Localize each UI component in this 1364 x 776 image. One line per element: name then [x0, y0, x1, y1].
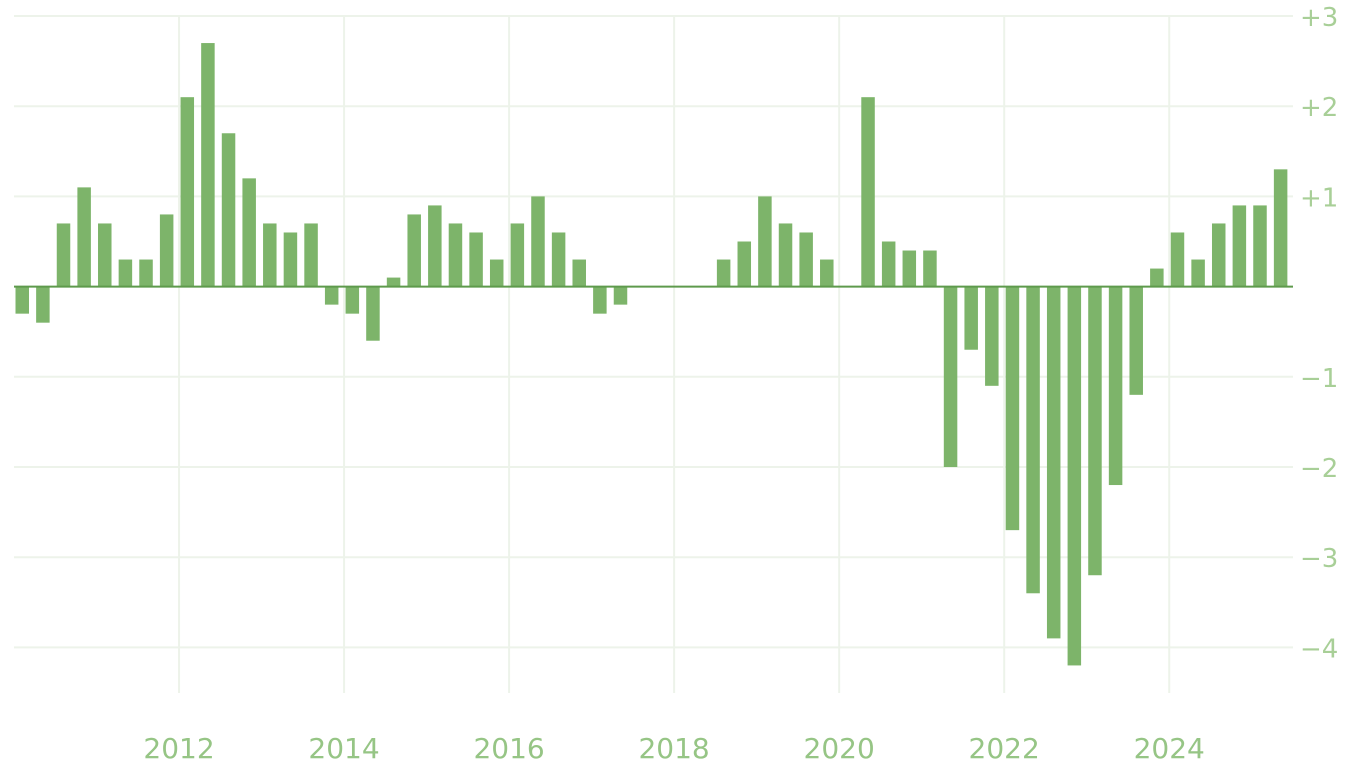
bar	[1046, 286, 1061, 639]
bar	[283, 232, 298, 287]
x-axis-tick-labels: 2012 2014 2016 2018 2020 2022 2024	[143, 732, 1204, 765]
bar	[1170, 232, 1185, 287]
bar	[407, 214, 421, 287]
y-axis-tick-labels: +3 +2 +1 −1 −2 −3 −4	[1300, 3, 1338, 664]
bar	[531, 196, 545, 287]
bar	[221, 133, 236, 287]
bar	[489, 259, 504, 287]
vertical-gridlines	[178, 16, 1171, 693]
y-tick-label: −3	[1300, 544, 1338, 574]
x-tick-label: 2014	[308, 732, 379, 765]
x-tick-label: 2012	[143, 732, 214, 765]
bar	[1232, 205, 1247, 287]
bar	[56, 223, 71, 287]
bar	[324, 286, 339, 305]
bar	[758, 196, 772, 287]
bar	[1150, 268, 1164, 287]
bar	[820, 259, 834, 287]
bar	[593, 286, 607, 314]
bar	[1211, 223, 1226, 287]
bar	[1191, 259, 1205, 287]
x-tick-label: 2018	[638, 732, 709, 765]
bar	[366, 286, 380, 341]
bar	[737, 241, 752, 287]
y-tick-label: −2	[1300, 454, 1338, 484]
bar	[551, 232, 566, 287]
bar	[1005, 286, 1020, 531]
y-tick-label: +3	[1300, 3, 1338, 33]
bar	[469, 232, 483, 287]
x-tick-label: 2016	[473, 732, 544, 765]
bar	[118, 259, 133, 287]
bar	[1273, 169, 1288, 287]
bar	[15, 286, 30, 314]
bar	[881, 241, 896, 287]
x-tick-label: 2024	[1134, 732, 1205, 765]
x-tick-label: 2020	[804, 732, 875, 765]
bar	[716, 259, 731, 287]
bar	[861, 97, 875, 287]
bar	[139, 259, 153, 287]
y-tick-label: +2	[1300, 93, 1338, 123]
y-tick-label: −4	[1300, 634, 1338, 664]
bar	[180, 97, 195, 287]
bar	[159, 214, 174, 287]
bar	[613, 286, 628, 305]
bar	[1026, 286, 1040, 594]
bar	[1067, 286, 1082, 666]
bar	[77, 187, 91, 287]
bar	[242, 178, 256, 287]
bar	[985, 286, 999, 386]
bar	[304, 223, 318, 287]
bar	[1253, 205, 1267, 287]
bar	[902, 250, 917, 287]
bar	[386, 277, 401, 287]
bar	[1108, 286, 1123, 486]
bar	[448, 223, 463, 287]
bar	[923, 250, 937, 287]
bar	[778, 223, 793, 287]
bar	[428, 205, 442, 287]
bar	[345, 286, 360, 314]
bar	[263, 223, 277, 287]
bar	[98, 223, 112, 287]
bar-series	[15, 43, 1288, 666]
bar	[36, 286, 50, 323]
bar	[510, 223, 525, 287]
bar	[799, 232, 813, 287]
bar	[1129, 286, 1143, 395]
bar	[964, 286, 978, 350]
bar	[572, 259, 586, 287]
bar	[943, 286, 958, 467]
y-tick-label: −1	[1300, 364, 1338, 394]
bar	[1088, 286, 1102, 576]
y-tick-label: +1	[1300, 183, 1338, 213]
bar	[201, 43, 215, 287]
x-tick-label: 2022	[969, 732, 1040, 765]
